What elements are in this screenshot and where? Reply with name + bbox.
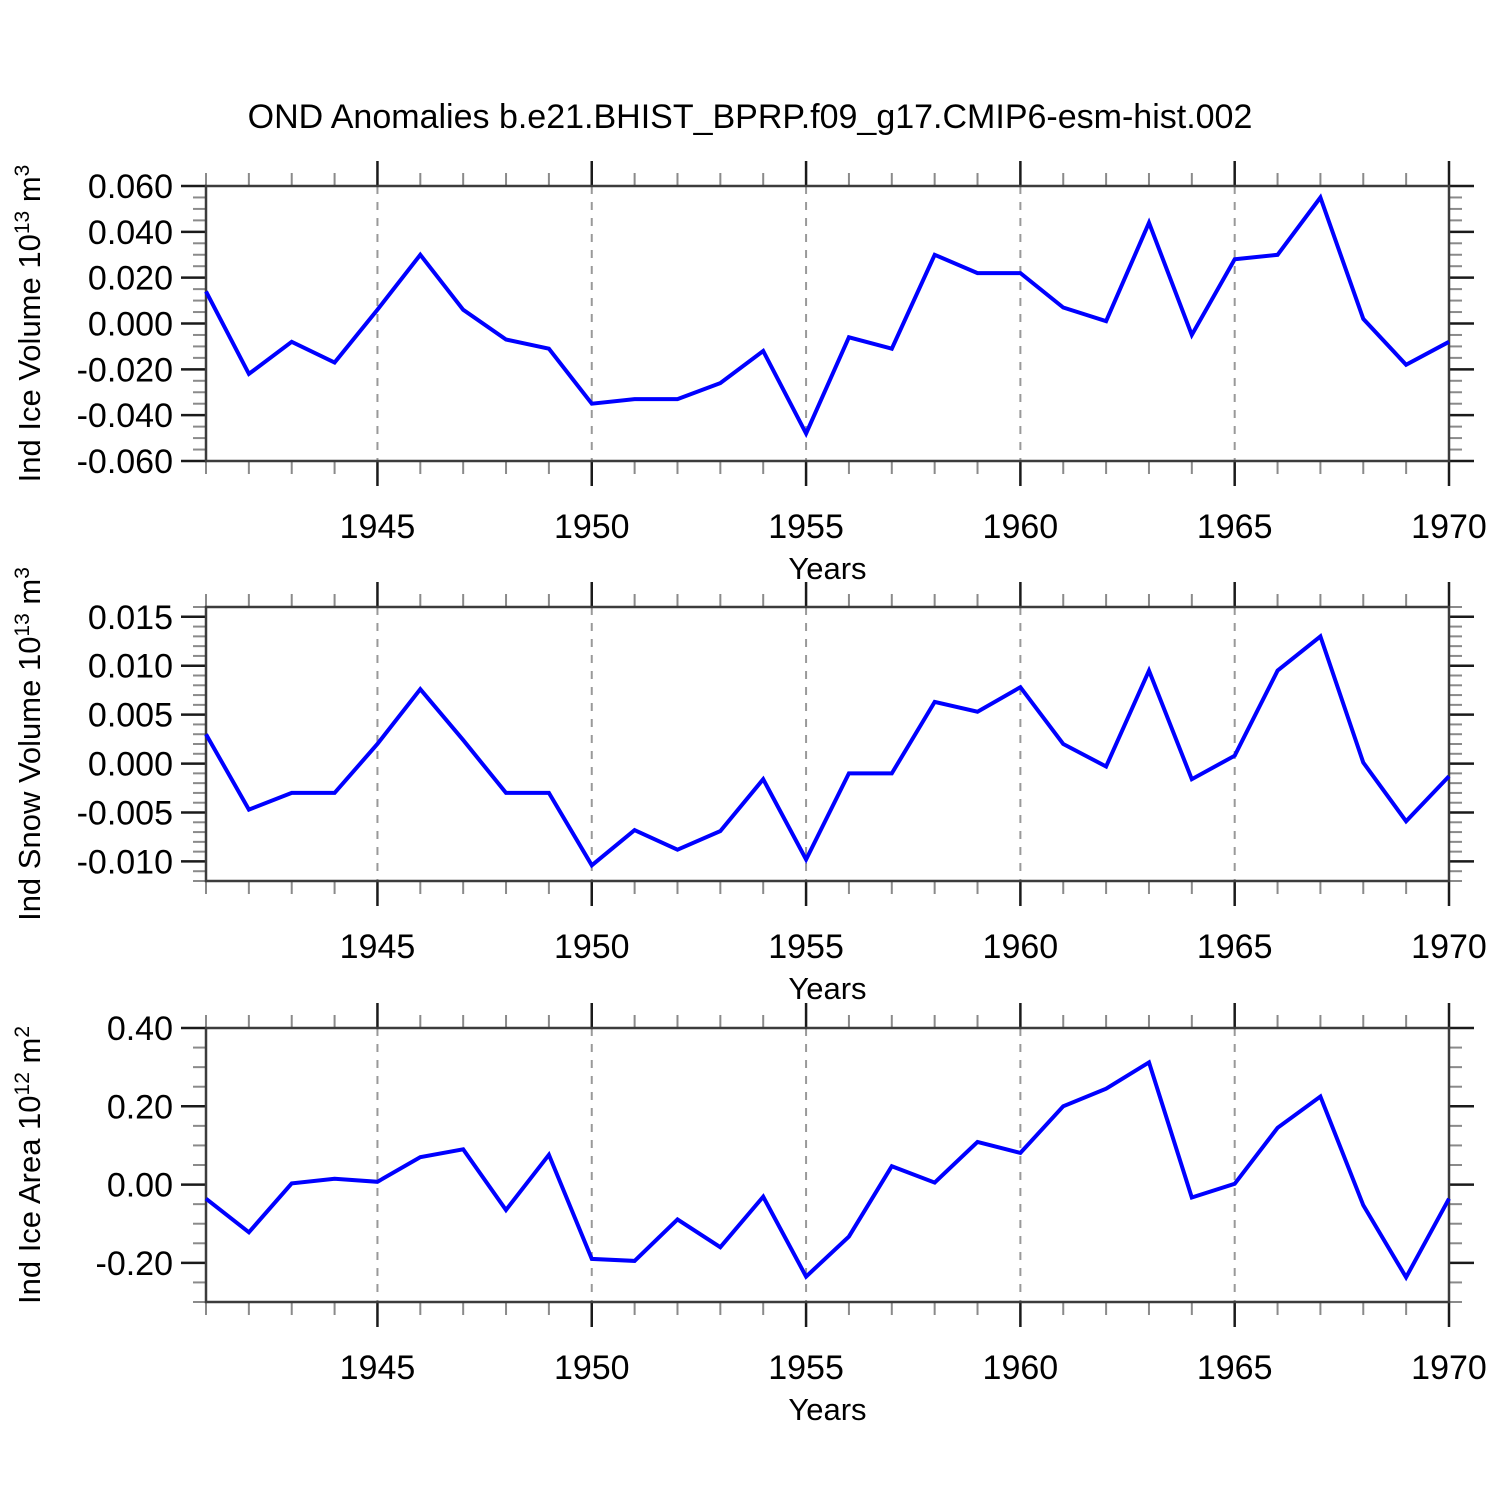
y-tick-label: -0.060 bbox=[77, 443, 173, 481]
y-axis-title-sup: 12 bbox=[11, 1072, 34, 1095]
y-axis-title-sup: 13 bbox=[11, 613, 34, 636]
y-axis-title-sup: 13 bbox=[11, 211, 34, 234]
x-tick-label: 1960 bbox=[983, 1349, 1059, 1387]
y-axis-title-part: Ind Snow Volume 10 bbox=[12, 637, 47, 921]
y-tick-label: -0.040 bbox=[77, 397, 173, 435]
plot-frame bbox=[204, 1026, 1451, 1304]
data-line-bottom bbox=[204, 1059, 1451, 1282]
data-line-middle bbox=[204, 633, 1451, 869]
y-axis-title-part: m bbox=[12, 1038, 47, 1072]
y-axis-title-part: Ind Ice Area 10 bbox=[12, 1095, 47, 1304]
y-axis-title: Ind Snow Volume 1013 m3 bbox=[11, 567, 47, 921]
x-tick-label: 1945 bbox=[340, 1349, 416, 1387]
x-axis-title: Years bbox=[788, 971, 866, 1006]
y-tick-label: 0.40 bbox=[107, 1010, 173, 1048]
x-axis-title: Years bbox=[788, 1392, 866, 1427]
y-tick-label: 0.020 bbox=[88, 260, 173, 298]
y-axis-title: Ind Ice Volume 1013 m3 bbox=[11, 165, 47, 483]
y-axis-title-sup: 2 bbox=[11, 1026, 34, 1038]
y-axis-title: Ind Ice Area 1012 m2 bbox=[11, 1026, 47, 1304]
x-tick-label: 1965 bbox=[1197, 1349, 1273, 1387]
plot-frame bbox=[204, 184, 1451, 463]
x-tick-label: 1955 bbox=[768, 508, 844, 546]
y-tick-label: -0.010 bbox=[77, 843, 173, 881]
x-tick-label: 1970 bbox=[1411, 1349, 1487, 1387]
x-tick-label: 1950 bbox=[554, 1349, 630, 1387]
y-tick-label: 0.010 bbox=[88, 648, 173, 686]
panel-middle: 0.015 0.010 0.005 0.000 -0.005 -0.010 1945 1950… bbox=[11, 567, 1487, 1006]
y-tick-label: 0.00 bbox=[107, 1167, 173, 1205]
x-tick-label: 1970 bbox=[1411, 928, 1487, 966]
y-axis-title-sup: 3 bbox=[11, 567, 34, 579]
x-tick-label: 1960 bbox=[983, 928, 1059, 966]
y-axis-title-part: m bbox=[12, 176, 47, 210]
x-tick-label: 1965 bbox=[1197, 508, 1273, 546]
data-line-top bbox=[204, 193, 1450, 439]
y-tick-label: -0.005 bbox=[77, 795, 173, 833]
x-axis-title: Years bbox=[788, 551, 866, 586]
x-tick-label: 1965 bbox=[1197, 928, 1273, 966]
y-tick-label: -0.20 bbox=[96, 1245, 174, 1283]
y-axis-title-part: m bbox=[12, 579, 47, 613]
y-tick-label: 0.015 bbox=[88, 599, 173, 637]
y-tick-label: 0.005 bbox=[88, 697, 173, 735]
y-tick-label: 0.000 bbox=[88, 746, 173, 784]
y-tick-label: 0.040 bbox=[88, 214, 173, 252]
y-tick-label: -0.020 bbox=[77, 351, 173, 389]
y-tick-label: 0.000 bbox=[88, 306, 173, 344]
y-axis-title-sup: 3 bbox=[11, 165, 34, 177]
chart-panels: 0.060 0.040 0.020 0.000 -0.020 -0.040 -0.060 19… bbox=[11, 161, 1487, 1427]
x-tick-label: 1970 bbox=[1411, 508, 1487, 546]
x-tick-label: 1945 bbox=[340, 928, 416, 966]
y-axis-title-part: Ind Ice Volume 10 bbox=[12, 234, 47, 482]
figure-title: OND Anomalies b.e21.BHIST_BPRP.f09_g17.C… bbox=[248, 98, 1253, 136]
x-tick-label: 1945 bbox=[340, 508, 416, 546]
x-tick-label: 1950 bbox=[554, 508, 630, 546]
y-tick-label: 0.20 bbox=[107, 1088, 173, 1126]
x-tick-label: 1955 bbox=[768, 1349, 844, 1387]
x-tick-label: 1950 bbox=[554, 928, 630, 966]
x-tick-label: 1955 bbox=[768, 928, 844, 966]
x-tick-label: 1960 bbox=[983, 508, 1059, 546]
panel-top: 0.060 0.040 0.020 0.000 -0.020 -0.040 -0.060 19… bbox=[11, 161, 1487, 586]
panel-bottom: 0.40 0.20 0.00 -0.20 1945 1950 1955 1960 1965 197… bbox=[11, 1003, 1487, 1427]
plot-frame bbox=[204, 605, 1451, 883]
y-tick-label: 0.060 bbox=[88, 168, 173, 206]
